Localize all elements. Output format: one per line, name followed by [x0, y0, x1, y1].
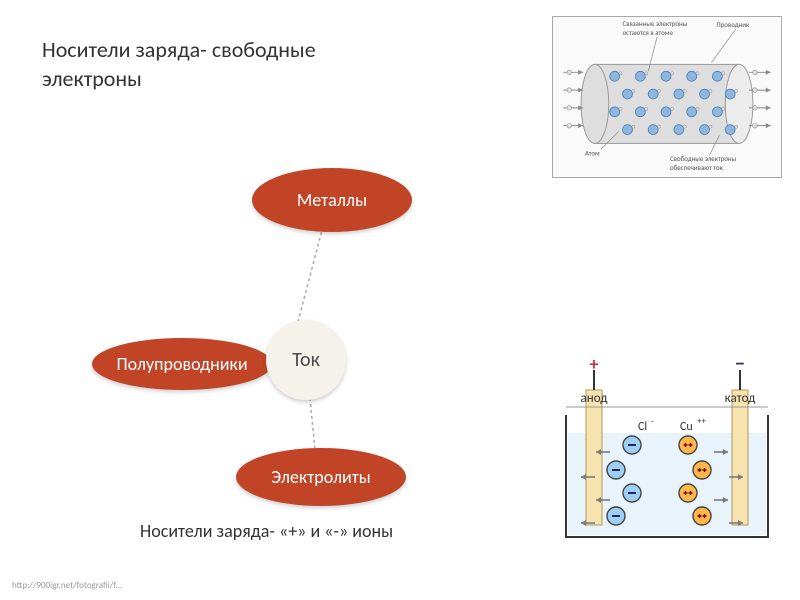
node-metals: Металлы	[252, 168, 412, 232]
svg-text:-: -	[651, 416, 654, 427]
title-line1: Носители заряда- свободные	[42, 36, 316, 63]
svg-text:обеспечивают ток: обеспечивают ток	[670, 163, 724, 172]
svg-text:Атом: Атом	[585, 148, 600, 157]
svg-text:++: ++	[697, 416, 707, 427]
svg-text:−: −	[735, 360, 745, 376]
svg-text:Проводник: Проводник	[716, 20, 750, 29]
svg-text:Связанные электроны: Связанные электроны	[623, 19, 688, 28]
footer-url: http://900igr.net/fotografii/f...	[12, 580, 122, 591]
node-center: Ток	[266, 320, 346, 400]
node-electrolytes: Электролиты	[236, 448, 406, 506]
conductor-figure: Проводник Связанные электроныостаются в а…	[552, 16, 782, 178]
title-line2: электроны	[42, 65, 142, 92]
slide: Носители заряда- свободные электроны Мет…	[0, 0, 800, 600]
svg-text:остаются в атоме: остаются в атоме	[623, 28, 674, 37]
electrolyte-figure: + − анод катод Cl- Cu ++	[552, 360, 782, 545]
bottom-caption: Носители заряда- «+» и «-» ионы	[140, 520, 393, 542]
slide-title: Носители заряда- свободные электроны	[42, 36, 316, 93]
svg-text:катод: катод	[725, 391, 756, 406]
svg-text:Cu: Cu	[680, 420, 693, 434]
svg-text:+: +	[590, 360, 599, 375]
node-semiconductors: Полупроводники	[92, 338, 272, 390]
svg-text:Свободные электроны: Свободные электроны	[670, 154, 737, 163]
svg-text:анод: анод	[581, 391, 609, 406]
svg-text:Cl: Cl	[638, 420, 647, 434]
